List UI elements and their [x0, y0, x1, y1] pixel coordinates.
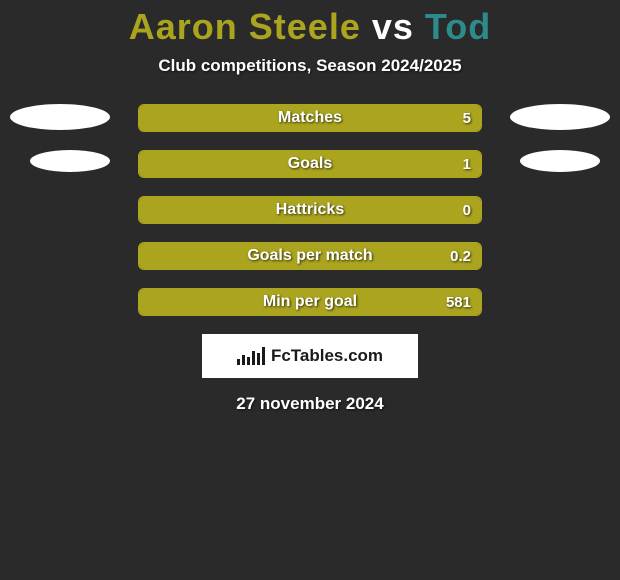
stat-bar: Min per goal 581 [138, 288, 482, 316]
stat-label: Goals per match [247, 247, 372, 265]
vs-text: vs [372, 6, 414, 47]
stat-label: Goals [288, 155, 332, 173]
stat-bar: Hattricks 0 [138, 196, 482, 224]
logo-text: FcTables.com [271, 346, 383, 366]
stat-bar: Goals 1 [138, 150, 482, 178]
logo: FcTables.com [237, 346, 383, 366]
bar-list: Matches 5 Goals 1 Hattricks 0 Goals per match 0… [0, 104, 620, 316]
decoration-ellipse [520, 150, 600, 172]
stat-bar: Matches 5 [138, 104, 482, 132]
logo-box: FcTables.com [202, 334, 418, 378]
stat-label: Matches [278, 109, 342, 127]
player2-name: Tod [425, 6, 491, 47]
page-title: Aaron Steele vs Tod [0, 6, 620, 48]
decoration-ellipse [510, 104, 610, 130]
stat-value: 1 [463, 151, 471, 177]
player1-name: Aaron Steele [129, 6, 361, 47]
stat-label: Min per goal [263, 293, 357, 311]
date: 27 november 2024 [0, 394, 620, 414]
comparison-card: Aaron Steele vs Tod Club competitions, S… [0, 6, 620, 414]
logo-chart-icon [237, 347, 267, 365]
stat-label: Hattricks [276, 201, 344, 219]
stat-bar: Goals per match 0.2 [138, 242, 482, 270]
stat-value: 581 [446, 289, 471, 315]
subtitle: Club competitions, Season 2024/2025 [0, 56, 620, 76]
stat-value: 0.2 [450, 243, 471, 269]
stat-value: 0 [463, 197, 471, 223]
decoration-ellipse [10, 104, 110, 130]
stat-value: 5 [463, 105, 471, 131]
stats-block: Matches 5 Goals 1 Hattricks 0 Goals per match 0… [0, 104, 620, 316]
decoration-ellipse [30, 150, 110, 172]
